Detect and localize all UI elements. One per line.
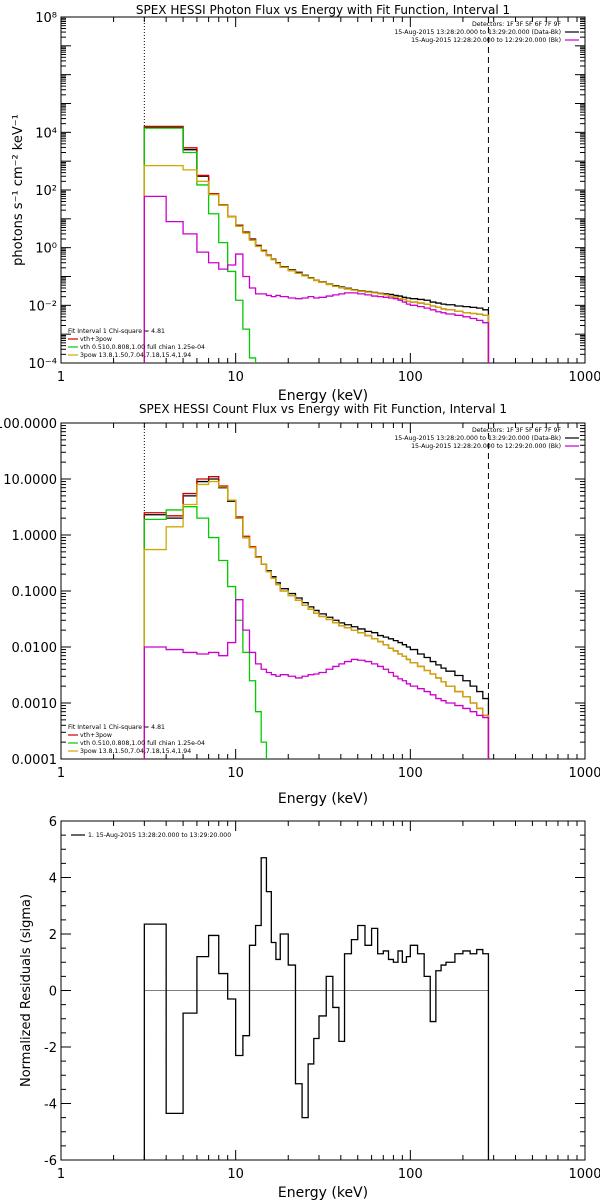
legend-fit-entry: vth+3pow	[80, 336, 112, 343]
x-tick-label: 10	[227, 1167, 244, 1182]
y-tick-label: 10⁴	[35, 126, 57, 141]
legend-fit-entry: 3pow 13.8,1.50,7.04,7.18,15.4,1.94	[80, 352, 191, 359]
series-line-2	[143, 125, 490, 363]
x-tick-label: 1000	[568, 1167, 600, 1182]
legend-top-entry: Detectors: 1F 3F 5F 6F 7F 9F	[472, 427, 561, 434]
y-tick-label: -6	[44, 1154, 57, 1169]
legend-fit-entry: Fit Interval 1 Chi-square = 4.81	[68, 724, 165, 731]
legend-residual-entry: 1. 15-Aug-2015 13:28:20.000 to 13:29:20.…	[88, 832, 231, 839]
plot-data	[143, 423, 490, 759]
y-tick-label: 10²	[35, 184, 57, 199]
y-tick-label: 10⁻⁴	[28, 357, 57, 372]
legend-fit-entry: vth+3pow	[80, 732, 112, 739]
y-tick-label: 100.0000	[0, 417, 57, 432]
chart-panel-1: 1 10 100 1000 10⁻⁴ 10⁻² 10⁰ 10² 10⁴ 10⁸ SPEX HESSI…	[11, 3, 600, 404]
x-tick-label: 100	[398, 370, 423, 385]
y-tick-label: 2	[49, 928, 57, 943]
series-line-3	[143, 127, 257, 363]
chart-title: SPEX HESSI Photon Flux vs Energy with Fi…	[136, 3, 510, 17]
y-tick-label: 0	[49, 985, 57, 1000]
series-line-4	[143, 480, 490, 759]
y-tick-label: 1.0000	[12, 529, 58, 544]
y-tick-label: 4	[49, 872, 57, 887]
legend-top-entry: 15-Aug-2015 13:28:20.000 to 13:29:20.000…	[394, 435, 561, 442]
y-axis-label: Normalized Residuals (sigma)	[19, 894, 34, 1087]
series-line-2	[143, 476, 490, 759]
y-tick-label: 0.0001	[12, 753, 58, 768]
legend-top-entry: 15-Aug-2015 12:28:20.000 to 12:29:20.000…	[411, 37, 561, 44]
chart-panel-3: 1 10 100 1000 -6 -4 -2 0 2 4 6 Energy (keV) Normaliz…	[19, 815, 600, 1200]
series-line-4	[143, 164, 490, 363]
series-line-1	[143, 478, 490, 759]
legend-fit-entry: vth 0.510,0.808,1.00 full chian 1.25e-04	[80, 344, 205, 351]
y-tick-label: 10⁰	[35, 242, 57, 257]
plot-data	[143, 17, 490, 363]
x-tick-label: 1	[57, 766, 65, 781]
plot-frame	[60, 422, 586, 760]
series-line-1	[143, 857, 490, 1160]
y-tick-label: 0.0010	[12, 697, 58, 712]
y-axis-label: photons s⁻¹ cm⁻² keV⁻¹	[11, 114, 26, 266]
x-tick-label: 1000	[568, 766, 600, 781]
legend-fit-entry: 3pow 13.8,1.50,7.04,7.18,15.4,1.94	[80, 748, 191, 755]
series-line-5	[143, 195, 490, 363]
x-tick-label: 1	[57, 370, 65, 385]
y-tick-label: 10⁸	[35, 11, 57, 26]
chart-title: SPEX HESSI Count Flux vs Energy with Fit…	[139, 402, 507, 416]
series-line-1	[143, 126, 490, 363]
chart-panel-2: 1 10 100 1000 0.0001 0.0010 0.0100 0.1000 1.0000…	[0, 402, 600, 807]
legend-top-entry: Detectors: 1F 3F 5F 6F 7F 9F	[472, 21, 561, 28]
x-axis-label: Energy (keV)	[278, 1185, 368, 1200]
series-line-3	[143, 506, 268, 759]
x-tick-label: 1000	[568, 370, 600, 385]
y-tick-label: -4	[44, 1098, 57, 1113]
y-tick-label: 0.0100	[12, 641, 58, 656]
x-axis-label: Energy (keV)	[278, 388, 368, 404]
x-tick-label: 100	[398, 766, 423, 781]
x-tick-label: 10	[227, 766, 244, 781]
legend-top-entry: 15-Aug-2015 13:28:20.000 to 13:29:20.000…	[394, 29, 561, 36]
y-tick-label: 10⁻²	[28, 299, 57, 314]
y-tick-label: -2	[44, 1041, 57, 1056]
x-tick-label: 100	[398, 1167, 423, 1182]
legend-fit-entry: vth 0.510,0.808,1.00 full chian 1.25e-04	[80, 740, 205, 747]
x-tick-label: 1	[57, 1167, 65, 1182]
y-tick-label: 6	[49, 815, 57, 830]
legend-fit-entry: Fit Interval 1 Chi-square = 4.81	[68, 328, 165, 335]
x-tick-label: 10	[227, 370, 244, 385]
plot-frame	[60, 16, 586, 364]
series-line-5	[143, 599, 490, 759]
plot-data	[143, 857, 490, 1160]
x-axis-label: Energy (keV)	[278, 791, 368, 807]
y-tick-label: 0.1000	[12, 585, 58, 600]
y-tick-label: 10.0000	[3, 473, 57, 488]
legend-top-entry: 15-Aug-2015 12:28:20.000 to 12:29:20.000…	[411, 443, 561, 450]
